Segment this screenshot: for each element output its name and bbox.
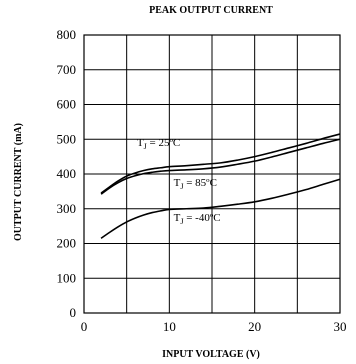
- y-tick-label: 300: [57, 201, 77, 216]
- series-line-0: [100, 133, 341, 194]
- series-label-2: TJ = -40ºC: [174, 212, 221, 226]
- series-lines: [100, 133, 341, 239]
- chart-title: PEAK OUTPUT CURRENT: [149, 5, 273, 16]
- series-label-1: TJ = 85ºC: [174, 177, 217, 191]
- y-tick-label: 600: [57, 97, 77, 112]
- y-tick-label: 500: [57, 131, 77, 146]
- x-tick-label: 10: [163, 319, 176, 334]
- x-tick-label: 0: [81, 319, 88, 334]
- y-tick-label: 700: [57, 62, 77, 77]
- x-axis-label: INPUT VOLTAGE (V): [162, 349, 260, 360]
- y-tick-label: 100: [57, 270, 77, 285]
- series-line-1: [100, 138, 341, 195]
- plot-frame: [83, 34, 341, 314]
- y-tick-labels: 0 100 200 300 400 500 600 700 800: [57, 27, 77, 320]
- y-tick-label: 200: [57, 236, 77, 251]
- grid: [84, 35, 340, 313]
- y-tick-label: 400: [57, 166, 77, 181]
- series-label-0: TJ = 25ºC: [137, 137, 180, 151]
- y-tick-label: 0: [70, 305, 77, 320]
- y-axis-label: OUTPUT CURRENT (mA): [13, 123, 24, 241]
- x-tick-label: 30: [334, 319, 347, 334]
- x-tick-label: 20: [248, 319, 261, 334]
- series-labels: TJ = 25ºC TJ = 85ºC TJ = -40ºC: [137, 137, 221, 226]
- x-tick-labels: 0 10 20 30: [81, 319, 347, 334]
- series-line-2: [100, 178, 341, 239]
- y-tick-label: 800: [57, 27, 77, 42]
